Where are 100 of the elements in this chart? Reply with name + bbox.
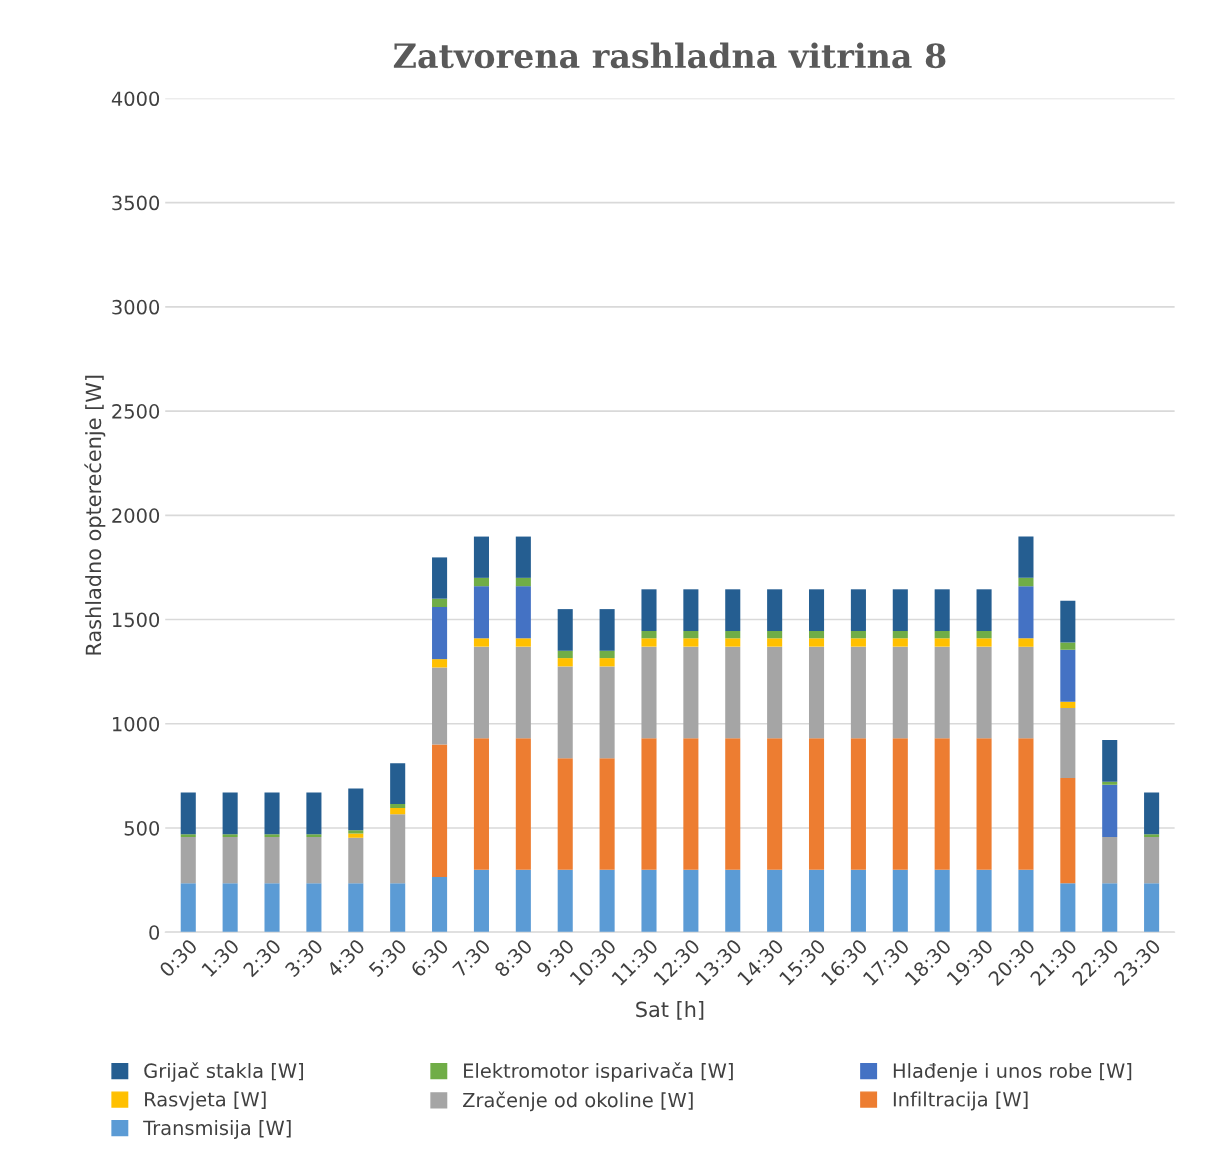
bar	[264, 883, 280, 933]
bar	[515, 869, 531, 933]
bar	[934, 738, 950, 870]
bar	[180, 883, 196, 933]
bar	[473, 738, 489, 870]
bar	[599, 609, 615, 651]
bar	[808, 638, 825, 647]
bar	[976, 589, 992, 631]
bar	[1060, 701, 1076, 709]
bar	[725, 589, 741, 631]
bar	[641, 646, 657, 739]
bar	[306, 836, 322, 884]
bar	[390, 807, 406, 815]
bar	[934, 630, 950, 639]
bar	[599, 666, 615, 759]
bar	[808, 738, 825, 870]
bar	[515, 646, 531, 739]
bar	[892, 738, 908, 870]
bar	[683, 738, 699, 870]
bar	[976, 630, 992, 639]
bar	[473, 869, 489, 933]
bar	[348, 788, 364, 831]
bar	[1018, 869, 1034, 933]
bar	[808, 630, 825, 639]
bar	[390, 814, 406, 884]
bar	[641, 630, 657, 639]
bar	[1018, 638, 1034, 647]
bar	[892, 869, 908, 933]
y-axis-title: Rashladno opterećenje [W]	[84, 375, 106, 655]
bar	[1144, 883, 1160, 933]
bar	[850, 589, 866, 631]
bar	[767, 630, 783, 639]
bar	[599, 658, 615, 667]
bar	[515, 638, 531, 647]
bar	[976, 638, 992, 647]
bar	[1060, 883, 1076, 933]
bar	[473, 577, 489, 587]
bar	[683, 589, 699, 631]
bar	[976, 646, 992, 739]
bar	[934, 638, 950, 647]
bar	[892, 630, 908, 639]
bar	[180, 834, 196, 837]
bar	[473, 646, 489, 739]
bar	[515, 536, 531, 578]
bar	[683, 638, 699, 647]
bar	[264, 834, 280, 837]
bar	[767, 738, 783, 870]
bar	[557, 658, 573, 667]
y-tick-label: 3500	[112, 195, 160, 211]
bar	[850, 738, 866, 870]
bar	[222, 883, 238, 933]
bar	[1102, 836, 1118, 884]
legend-label: Grijač stakla [W]	[144, 1062, 303, 1082]
bar	[850, 869, 866, 933]
bar	[1060, 642, 1076, 650]
legend-label: Elektromotor isparivača [W]	[464, 1062, 733, 1082]
bar	[473, 586, 489, 639]
bar	[725, 646, 741, 739]
bar	[767, 638, 783, 647]
bar	[1018, 586, 1034, 639]
bar	[1018, 536, 1034, 578]
bar	[892, 638, 908, 647]
bar	[515, 738, 531, 870]
bar	[1102, 740, 1118, 782]
bar	[934, 589, 950, 631]
bar	[306, 834, 322, 837]
legend-label: Hlađenje i unos robe [W]	[893, 1063, 1132, 1082]
bar	[557, 758, 573, 870]
bar	[306, 883, 322, 933]
bar	[1060, 777, 1076, 884]
bar	[1018, 577, 1034, 587]
y-tick-label: 2500	[112, 404, 160, 419]
bar	[557, 666, 573, 759]
y-tick-label: 0	[149, 925, 160, 940]
bar	[222, 836, 238, 884]
bar	[473, 638, 489, 647]
bar	[683, 646, 699, 739]
bar	[976, 738, 992, 870]
bar	[725, 869, 741, 933]
bar	[725, 738, 741, 870]
bar	[264, 792, 280, 835]
bar	[683, 630, 699, 639]
bar	[473, 536, 489, 578]
bar	[306, 792, 322, 835]
bar	[1144, 792, 1160, 835]
y-tick-label: 1000	[113, 716, 160, 732]
bar	[850, 646, 866, 739]
bar	[641, 738, 657, 870]
bar	[808, 869, 825, 933]
bar	[767, 869, 783, 933]
bar	[808, 646, 825, 739]
bar	[515, 586, 531, 639]
bar	[641, 589, 657, 631]
bar	[432, 557, 448, 599]
bar	[390, 883, 406, 933]
bar	[557, 650, 573, 659]
y-tick-label: 4000	[111, 91, 160, 107]
bar	[934, 869, 950, 933]
bar	[1144, 836, 1160, 884]
bar	[892, 646, 908, 739]
